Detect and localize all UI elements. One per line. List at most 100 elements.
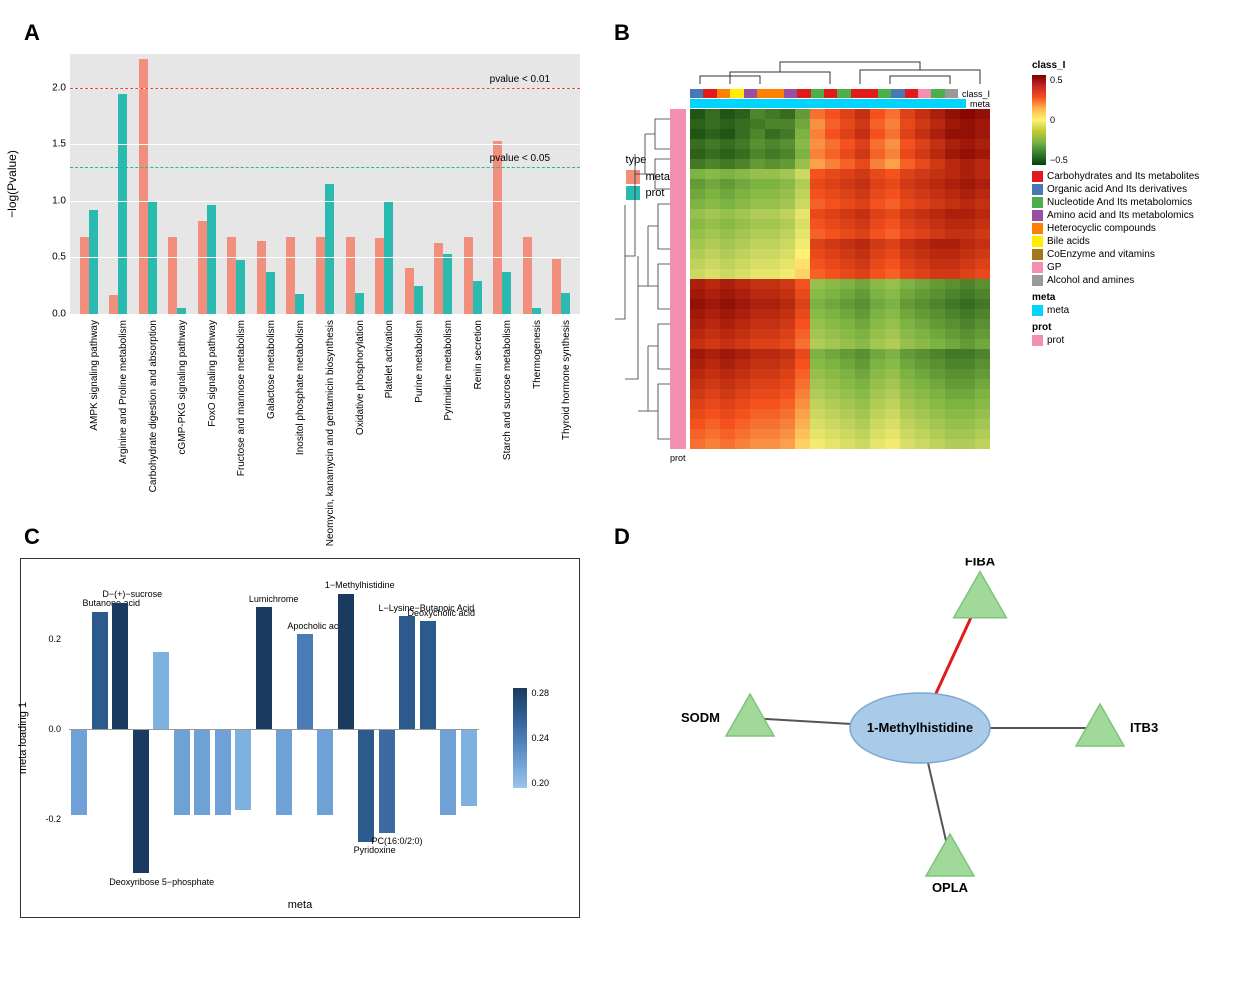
panel-c-bar [358, 729, 374, 842]
panel-a-xlabel: FoxO signaling pathway [207, 320, 218, 427]
panel-a-plot-area: pvalue < 0.01pvalue < 0.05 [70, 54, 580, 314]
panel-b-legend-item: Organic acid And Its derivatives [1032, 184, 1222, 195]
panel-a-bar [523, 237, 532, 314]
panel-d-network: 1-MethylhistidineFIBAITB3OPLASODM [660, 558, 1180, 898]
panel-a-bar [236, 260, 245, 314]
panel-a-xlabel: Starch and sucrose metabolism [502, 320, 513, 460]
panel-b-label: B [614, 20, 1230, 46]
network-node-label: FIBA [965, 558, 996, 569]
panel-a-refline-label: pvalue < 0.05 [490, 153, 550, 164]
panel-b-colorbar [1032, 75, 1046, 165]
panel-a-bar [502, 272, 511, 314]
network-node [926, 834, 974, 876]
panel-a-ytick: 1.0 [52, 195, 66, 206]
anno-label-prot: prot [670, 453, 686, 463]
panel-a-bar [325, 184, 334, 314]
panel-a-xlabel: Platelet activation [384, 320, 395, 398]
panel-c-colorbar: 0.280.240.20 [513, 688, 549, 788]
panel-b-row-annotation: prot [670, 109, 686, 449]
network-node [954, 572, 1007, 618]
panel-b-legend-item: Amino acid and Its metabolomics [1032, 210, 1222, 221]
panel-b-prot-legend-title: prot [1032, 322, 1222, 333]
network-node [1076, 704, 1124, 746]
panel-a-xlabel: Thyroid hormone synthesis [561, 320, 572, 440]
panel-c-bar [112, 603, 128, 729]
panel-a-bar [80, 237, 89, 314]
panel-a-bar [355, 293, 364, 314]
panel-c-chart: meta loading 1 -0.20.00.2 Butanone acidD… [20, 558, 580, 918]
panel-a-bar [286, 237, 295, 314]
dendrogram-left-icon [610, 109, 670, 449]
anno-label-meta: meta [970, 99, 990, 109]
panel-b-class-legend-title: class_I [1032, 60, 1222, 71]
panel-a-bar [118, 94, 127, 314]
panel-a-xlabel: Purine metabolism [414, 320, 425, 403]
panel-b-legend-item: Alcohol and amines [1032, 275, 1222, 286]
panel-b-legend-item: GP [1032, 262, 1222, 273]
panel-c-ytick: -0.2 [45, 814, 61, 824]
panel-a-bar [316, 237, 325, 314]
panel-a-xlabel: Inositol phosphate metabolism [295, 320, 306, 455]
panel-c-bar [235, 729, 251, 810]
panel-a-xlabel: Arginine and Proline metabolism [118, 320, 129, 464]
panel-c-bar [256, 607, 272, 729]
panel-c-ytick: 0.2 [48, 634, 61, 644]
panel-a-xlabel: Pyrimidine metabolism [443, 320, 454, 421]
panel-a-bar [561, 293, 570, 314]
panel-a-xlabel: Neomycin, kanamycin and gentamicin biosy… [325, 320, 336, 546]
panel-a: A −log(Pvalue) 0.00.51.01.52.0 pvalue < … [20, 20, 580, 504]
panel-c-colorbar-tick: 0.20 [531, 778, 549, 788]
panel-b-legend-item: meta [1032, 305, 1222, 316]
panel-a-bar [266, 272, 275, 314]
panel-a-bar [414, 286, 423, 314]
panel-a-ytick: 1.5 [52, 139, 66, 150]
panel-c-bar [399, 616, 415, 729]
panel-c-bar [317, 729, 333, 815]
panel-a-ytick: 0.0 [52, 309, 66, 320]
panel-b-legend-item: CoEnzyme and vitamins [1032, 249, 1222, 260]
panel-d-label: D [614, 524, 1230, 550]
panel-b-legend-item: prot [1032, 335, 1222, 346]
panel-c-plot-area: Butanone acidD−(+)−sucroseDeoxyribose 5−… [69, 571, 479, 887]
panel-b-legends: class_I 0.50−0.5 Carbohydrates and Its m… [1020, 54, 1222, 449]
panel-a-bar [139, 59, 148, 314]
panel-c-bar [420, 621, 436, 729]
panel-a-label: A [24, 20, 580, 46]
network-node-label: SODM [681, 710, 720, 725]
panel-c-bar [174, 729, 190, 815]
panel-b: B class_I meta [610, 20, 1230, 504]
network-node [726, 694, 774, 736]
panel-b-meta-legend-title: meta [1032, 292, 1222, 303]
panel-b-heatmap [690, 109, 990, 449]
anno-label-class: class_I [962, 89, 990, 99]
panel-a-xlabel: AMPK signaling pathway [89, 320, 100, 431]
panel-a-ylabel: −log(Pvalue) [5, 150, 19, 218]
panel-a-ytick: 2.0 [52, 82, 66, 93]
panel-b-chart: class_I meta prot [610, 54, 1230, 449]
panel-c-colorbar-tick: 0.28 [531, 688, 549, 698]
panel-a-xlabel: Oxidative phosphorylation [355, 320, 366, 435]
panel-a-bar [375, 238, 384, 314]
panel-a-bar [89, 210, 98, 314]
panel-a-bar [227, 237, 236, 314]
dendrogram-top-icon [690, 54, 990, 84]
panel-a-bar [434, 243, 443, 314]
panel-a-bar [473, 281, 482, 314]
panel-b-colorbar-tick: 0.5 [1050, 75, 1068, 85]
panel-c-bar [215, 729, 231, 815]
panel-c-bar [276, 729, 292, 815]
panel-a-bar [207, 205, 216, 314]
network-node-label: OPLA [932, 880, 969, 895]
panel-c-bar [379, 729, 395, 833]
panel-b-legend-item: Bile acids [1032, 236, 1222, 247]
panel-a-chart: −log(Pvalue) 0.00.51.01.52.0 pvalue < 0.… [20, 54, 580, 314]
panel-a-bar [198, 221, 207, 314]
panel-a-bar [346, 237, 355, 314]
panel-a-bar [168, 237, 177, 314]
panel-c-label: C [24, 524, 580, 550]
panel-a-bar [109, 295, 118, 314]
panel-a-xlabel: Carbohydrate digestion and absorption [148, 320, 159, 492]
panel-a-bar [443, 254, 452, 314]
panel-a-bar [405, 268, 414, 314]
panel-a-xlabel: Galactose metabolism [266, 320, 277, 419]
